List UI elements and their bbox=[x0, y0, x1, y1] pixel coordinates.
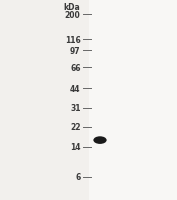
Text: 44: 44 bbox=[70, 85, 81, 93]
Text: 116: 116 bbox=[65, 36, 81, 44]
Text: 200: 200 bbox=[65, 11, 81, 19]
Text: 97: 97 bbox=[70, 47, 81, 55]
Text: 31: 31 bbox=[70, 104, 81, 112]
Text: 22: 22 bbox=[70, 123, 81, 131]
Text: 6: 6 bbox=[75, 173, 81, 181]
Bar bbox=[88, 0, 177, 200]
Text: 14: 14 bbox=[70, 143, 81, 151]
Ellipse shape bbox=[93, 137, 107, 144]
Text: 66: 66 bbox=[70, 64, 81, 72]
Text: kDa: kDa bbox=[64, 3, 81, 11]
